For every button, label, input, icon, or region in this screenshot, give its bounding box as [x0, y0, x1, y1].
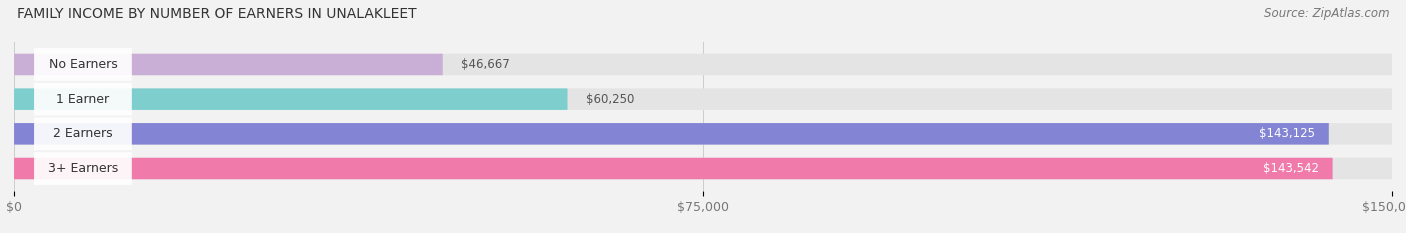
- Text: $143,542: $143,542: [1263, 162, 1319, 175]
- FancyBboxPatch shape: [14, 54, 443, 75]
- FancyBboxPatch shape: [34, 83, 132, 116]
- Text: $46,667: $46,667: [461, 58, 510, 71]
- Text: Source: ZipAtlas.com: Source: ZipAtlas.com: [1264, 7, 1389, 20]
- FancyBboxPatch shape: [14, 158, 1392, 179]
- FancyBboxPatch shape: [14, 88, 1392, 110]
- FancyBboxPatch shape: [34, 48, 132, 81]
- FancyBboxPatch shape: [14, 158, 1333, 179]
- FancyBboxPatch shape: [14, 88, 568, 110]
- Text: 1 Earner: 1 Earner: [56, 93, 110, 106]
- Text: 2 Earners: 2 Earners: [53, 127, 112, 140]
- Text: 3+ Earners: 3+ Earners: [48, 162, 118, 175]
- Text: $60,250: $60,250: [586, 93, 634, 106]
- Text: $143,125: $143,125: [1258, 127, 1315, 140]
- Text: FAMILY INCOME BY NUMBER OF EARNERS IN UNALAKLEET: FAMILY INCOME BY NUMBER OF EARNERS IN UN…: [17, 7, 416, 21]
- FancyBboxPatch shape: [34, 152, 132, 185]
- FancyBboxPatch shape: [14, 123, 1392, 145]
- FancyBboxPatch shape: [34, 117, 132, 150]
- FancyBboxPatch shape: [14, 54, 1392, 75]
- FancyBboxPatch shape: [14, 123, 1329, 145]
- Text: No Earners: No Earners: [49, 58, 117, 71]
